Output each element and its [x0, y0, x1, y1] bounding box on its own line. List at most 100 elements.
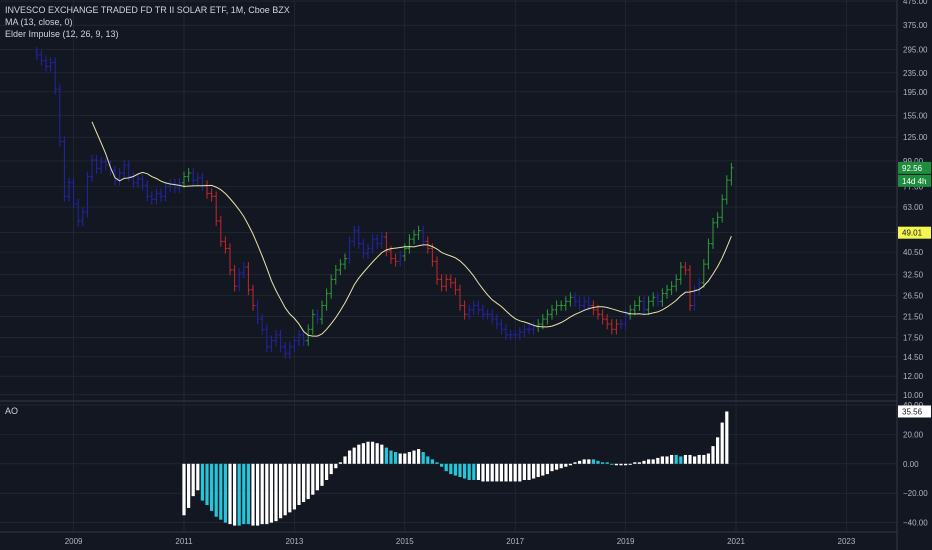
time-tick-label: 2013	[286, 537, 304, 546]
ao-bar	[495, 463, 499, 482]
ao-bar	[693, 456, 697, 464]
ao-bar	[343, 456, 347, 464]
ao-bar	[614, 463, 618, 466]
time-tick-label: 2021	[727, 537, 745, 546]
ao-bar	[550, 463, 554, 472]
ao-bar	[568, 463, 572, 466]
ao-bar	[720, 422, 724, 464]
ao-bar	[292, 463, 296, 510]
ao-bar	[555, 463, 559, 470]
ao-bar	[325, 463, 329, 480]
price-tick-label: 155.00	[903, 111, 928, 120]
price-tick-label: 63.00	[903, 203, 924, 212]
ao-bar	[674, 454, 678, 464]
ao-bar	[656, 457, 660, 464]
ao-bar	[315, 463, 319, 491]
ao-bar	[605, 462, 609, 464]
ma-value-tag-bg	[898, 226, 931, 239]
price-tick-label: 99.00	[903, 157, 924, 166]
ao-bar	[670, 454, 674, 464]
price-tick-label: 10.00	[903, 391, 924, 400]
ao-bar	[660, 456, 664, 464]
ao-bar	[499, 463, 503, 482]
price-tick-label: 32.50	[903, 271, 924, 280]
price-tick-label: 40.50	[903, 248, 924, 257]
axes: 475.00 375.00 295.00 235.00 195.00 155.00 125.…	[65, 0, 929, 546]
ao-bar	[361, 443, 365, 464]
ao-bar	[545, 463, 549, 475]
ao-bar	[228, 463, 232, 525]
price-tick-label: 375.00	[903, 21, 928, 30]
ao-bar	[610, 463, 614, 465]
ao-bar	[403, 453, 407, 464]
ao-tick-label: 40.00	[903, 401, 924, 410]
ao-bar	[417, 449, 421, 464]
ao-bar	[352, 447, 356, 464]
ao-bar	[481, 463, 485, 482]
ao-bar	[596, 460, 600, 464]
ao-bar	[706, 453, 710, 464]
price-tick-label: 235.00	[903, 69, 928, 78]
ma-value-tag: 49.01	[902, 229, 923, 238]
ao-bar	[283, 463, 287, 516]
ao-bar	[242, 463, 246, 525]
price-tick-label: 14.50	[903, 353, 924, 362]
time-tick-label: 2023	[838, 537, 856, 546]
ao-bar	[394, 452, 398, 464]
ao-bar	[384, 447, 388, 464]
ao-bar	[412, 450, 416, 464]
ao-bar	[334, 463, 338, 469]
price-bars	[34, 46, 734, 359]
time-tick-label: 2015	[396, 537, 414, 546]
ao-bar	[476, 463, 480, 480]
ao-bar	[628, 463, 632, 465]
ao-bar	[398, 453, 402, 464]
ao-bar	[435, 462, 439, 464]
ao-bar	[269, 463, 273, 523]
ao-bar	[306, 463, 310, 500]
ao-bar	[348, 450, 352, 464]
ao-bar	[407, 452, 411, 464]
ao-bar	[219, 463, 223, 520]
ao-bar	[453, 463, 457, 476]
price-tick-label: 17.50	[903, 334, 924, 343]
ao-bar	[697, 454, 701, 464]
ao-bar	[329, 463, 333, 475]
ao-bar	[527, 463, 531, 480]
ao-bar	[637, 462, 641, 464]
ao-bar	[490, 463, 494, 482]
ao-bar	[725, 411, 729, 464]
ao-bar	[260, 463, 264, 525]
ao-bar	[504, 463, 508, 482]
ao-tick-label: −20.00	[903, 489, 928, 498]
ao-bar	[702, 454, 706, 464]
price-tick-label: 26.50	[903, 291, 924, 300]
ao-bar	[223, 463, 227, 523]
ao-bar	[182, 463, 186, 516]
ao-bar	[302, 463, 306, 503]
ao-bar	[214, 463, 218, 517]
ao-tick-label: 0.00	[903, 460, 919, 469]
ao-bar	[716, 437, 720, 464]
ao-bar	[233, 463, 237, 526]
ao-bar	[311, 463, 315, 495]
ao-bar	[647, 459, 651, 464]
time-tick-label: 2011	[175, 537, 193, 546]
ao-bar	[338, 462, 342, 464]
ao-bar	[463, 463, 467, 479]
ao-bar	[522, 463, 526, 480]
ao-bar	[449, 463, 453, 475]
countdown-tag-bg	[898, 174, 931, 187]
ao-bar	[467, 463, 471, 480]
price-tick-label: 195.00	[903, 88, 928, 97]
ao-bar	[426, 456, 430, 464]
price-tick-label: 125.00	[903, 133, 928, 142]
ao-bar	[421, 452, 425, 464]
legend-ao: AO	[5, 406, 19, 416]
legend-ma: MA (13, close, 0)	[5, 17, 73, 27]
ao-bar	[375, 443, 379, 464]
ao-bar	[320, 463, 324, 486]
ao-tick-label: −40.00	[903, 519, 928, 528]
legend-title: INVESCO EXCHANGE TRADED FD TR II SOLAR E…	[5, 5, 290, 15]
